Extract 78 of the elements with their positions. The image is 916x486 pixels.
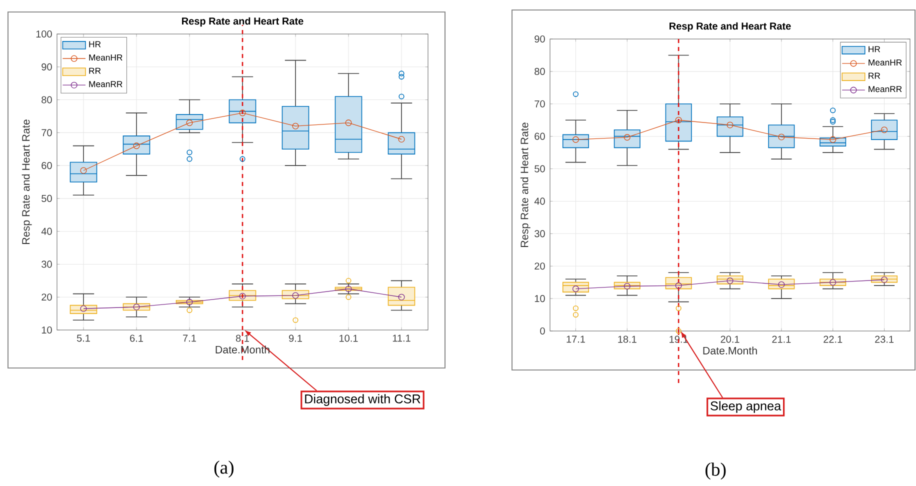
x-tick-label: 22.1	[824, 336, 842, 343]
x-tick-label: 9.1	[289, 334, 302, 342]
legend-label: RR	[89, 68, 101, 74]
y-tick-label: 90	[42, 63, 52, 70]
point	[239, 110, 246, 116]
legend-label: HR	[868, 46, 880, 52]
legend-label: MeanHR	[89, 54, 122, 61]
point	[675, 116, 682, 124]
point	[292, 122, 299, 130]
x-tick-label: 17.1	[566, 336, 585, 343]
point	[80, 305, 87, 312]
y-tick-label: 100	[36, 30, 52, 38]
y-tick-label: 70	[42, 129, 52, 136]
y-tick-label: 20	[534, 262, 545, 270]
point	[881, 276, 888, 284]
x-tick-label: 23.1	[875, 336, 894, 343]
x-tick-label: 7.1	[183, 334, 196, 342]
point	[398, 294, 405, 300]
point	[830, 136, 836, 143]
y-tick-label: 50	[42, 194, 52, 202]
y-tick-label: 30	[534, 230, 545, 238]
chart-title: Resp Rate and Heart Rate	[670, 22, 791, 32]
x-axis-title: Date.Month	[703, 346, 757, 354]
point	[292, 292, 299, 299]
legend-label: MeanRR	[89, 81, 122, 88]
chart-title: Resp Rate and Heart Rate	[182, 17, 304, 27]
x-tick-label: 11.1	[392, 334, 410, 342]
point	[830, 279, 836, 286]
point	[572, 136, 579, 143]
y-tick-label: 40	[41, 228, 52, 235]
point	[881, 126, 888, 134]
legend-label: MeanRR	[868, 86, 902, 92]
point	[186, 298, 193, 306]
y-tick-label: 50	[534, 165, 545, 172]
x-tick-label: 21.1	[772, 336, 791, 343]
y-tick-label: 60	[42, 162, 52, 170]
point	[186, 120, 193, 126]
y-tick-label: 80	[534, 68, 545, 75]
point	[133, 304, 140, 310]
x-tick-label: 18.1	[618, 336, 636, 343]
point	[726, 277, 734, 284]
ref-line-label: Sleep apnea	[710, 401, 782, 413]
x-tick-label: 8.1	[236, 334, 249, 342]
point	[398, 136, 405, 143]
y-tick-label: 90	[534, 35, 545, 43]
point	[345, 286, 352, 292]
point	[133, 142, 140, 150]
point	[624, 134, 630, 141]
point	[778, 134, 785, 140]
legend-label: RR	[868, 72, 880, 79]
y-axis-title: Resp Rate and Heart Rate	[22, 120, 32, 244]
y-axis-title: Resp Rate and Heart Rate	[520, 122, 530, 247]
point	[572, 286, 579, 292]
x-tick-label: 10.1	[340, 334, 358, 342]
text: (b)	[706, 462, 726, 480]
y-tick-label: 60	[534, 132, 545, 140]
x-tick-label: 5.1	[76, 334, 90, 342]
legend-label: HR	[89, 41, 101, 48]
point	[675, 282, 682, 289]
y-tick-label: 70	[534, 100, 545, 108]
y-tick-label: 10	[534, 295, 545, 302]
y-tick-label: 20	[42, 294, 52, 301]
x-tick-label: 20.1	[720, 336, 740, 343]
y-tick-label: 80	[42, 96, 52, 104]
point	[345, 120, 352, 126]
text: (a)	[214, 460, 234, 478]
y-tick-label: 10	[42, 326, 52, 334]
point	[80, 167, 87, 174]
y-tick-label: 40	[534, 198, 545, 205]
y-tick-label: 30	[42, 260, 52, 268]
point	[726, 122, 734, 128]
y-tick-label: 0	[540, 327, 545, 335]
legend-label: MeanHR	[868, 59, 902, 66]
ref-line-label: Diagnosed with CSR	[305, 394, 420, 406]
point	[239, 292, 246, 300]
x-tick-label: 6.1	[130, 334, 143, 342]
point	[624, 282, 630, 290]
point	[778, 281, 785, 288]
